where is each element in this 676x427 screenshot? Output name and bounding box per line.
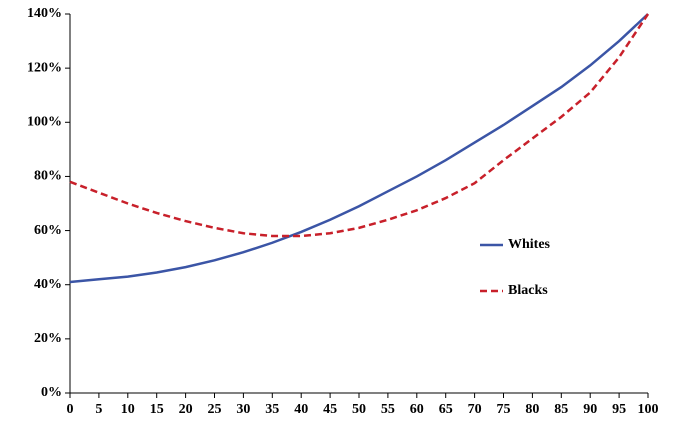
x-tick-label: 30 [236, 402, 250, 417]
y-tick-label: 60% [34, 223, 62, 238]
series-line [69, 13, 650, 238]
y-tick-label: 0% [41, 385, 62, 400]
y-tick-label: 40% [34, 277, 62, 292]
x-tick-label: 40 [294, 402, 308, 417]
legend-label: Blacks [508, 283, 548, 298]
x-tick-label: 90 [583, 402, 597, 417]
y-tick-label: 120% [27, 60, 62, 75]
series-line [69, 13, 649, 284]
x-tick-label: 10 [121, 402, 135, 417]
x-tick-label: 60 [410, 402, 424, 417]
y-tick-label: 100% [27, 115, 62, 130]
x-tick-label: 85 [554, 402, 568, 417]
x-tick-label: 100 [638, 402, 659, 417]
x-tick-label: 95 [612, 402, 626, 417]
x-tick-label: 5 [95, 402, 102, 417]
y-tick-label: 80% [34, 169, 62, 184]
x-tick-label: 80 [525, 402, 539, 417]
x-tick-label: 65 [439, 402, 453, 417]
x-tick-label: 70 [468, 402, 482, 417]
y-tick-label: 140% [27, 6, 62, 21]
x-tick-label: 35 [265, 402, 279, 417]
x-tick-label: 45 [323, 402, 337, 417]
x-tick-label: 15 [150, 402, 164, 417]
x-tick-label: 20 [179, 402, 193, 417]
x-tick-label: 75 [497, 402, 511, 417]
y-tick-label: 20% [34, 331, 62, 346]
x-tick-label: 25 [208, 402, 222, 417]
x-tick-label: 55 [381, 402, 395, 417]
x-tick-label: 50 [352, 402, 366, 417]
legend-label: Whites [508, 237, 551, 252]
x-tick-label: 0 [67, 402, 74, 417]
